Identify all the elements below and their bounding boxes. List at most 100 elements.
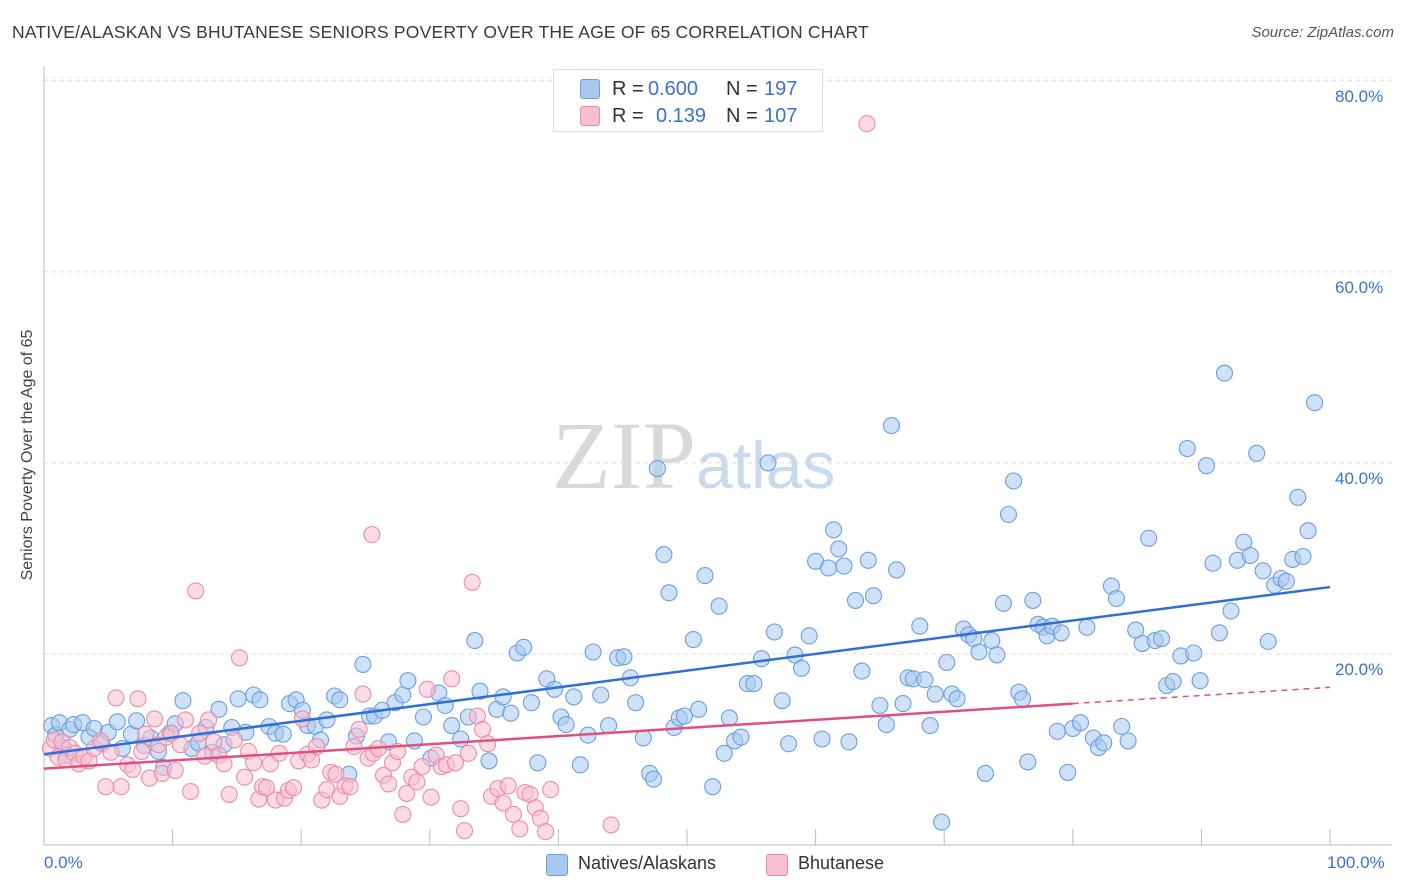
native-point: [1019, 753, 1037, 771]
native-point: [819, 559, 838, 577]
bhutanese-point: [187, 582, 205, 600]
bhutanese-point: [97, 778, 115, 796]
native-point: [882, 417, 901, 435]
bhutanese-point: [499, 777, 517, 795]
native-point: [565, 688, 583, 706]
bhutanese-point: [422, 788, 440, 806]
bhutanese-point: [171, 736, 189, 754]
bhutanese-point: [394, 805, 412, 823]
bhutanese-point: [363, 525, 381, 544]
native-point: [1277, 572, 1295, 590]
legend-r-label: R =: [612, 78, 644, 100]
bhutanese-point: [494, 794, 512, 812]
bhutanese-point: [408, 773, 426, 791]
native-point: [1306, 394, 1324, 412]
native-point: [1014, 690, 1032, 708]
native-point: [1222, 602, 1240, 620]
native-point: [864, 587, 883, 605]
native-point: [999, 505, 1018, 524]
bhutanese-point: [133, 742, 151, 760]
legend-n-value: 107: [764, 105, 798, 127]
bhutanese-point: [284, 779, 303, 797]
bhutanese-point: [398, 784, 416, 802]
native-point: [1095, 734, 1113, 752]
legend-swatch-bhutanese: [580, 106, 600, 126]
native-point: [1185, 644, 1203, 662]
bhutanese-point: [858, 115, 876, 133]
native-point: [1052, 624, 1070, 642]
legend-n-value: 197: [764, 78, 798, 100]
bhutanese-point: [452, 800, 470, 818]
native-point: [1107, 589, 1126, 608]
bhutanese-point: [380, 775, 398, 793]
native-point: [648, 460, 666, 478]
legend-swatch-bhutanese: [766, 854, 788, 876]
bhutanese-point: [536, 823, 555, 841]
bhutanese-point: [220, 785, 238, 803]
y-tick-label-40: 40.0%: [1335, 469, 1384, 488]
native-point: [634, 729, 652, 747]
data-points: [41, 115, 1324, 841]
bhutanese-point: [459, 744, 477, 762]
native-point: [988, 646, 1006, 664]
native-point: [938, 653, 956, 672]
native-point: [529, 754, 547, 772]
native-point: [645, 770, 663, 788]
bhutanese-point: [182, 782, 200, 801]
bhutanese-point: [112, 778, 130, 796]
native-point: [655, 546, 673, 564]
native-point: [840, 733, 858, 751]
x-tick-label-max: 100.0%: [1327, 853, 1385, 872]
bhutanese-point: [200, 711, 218, 729]
native-point: [584, 643, 602, 661]
bhutanese-point: [446, 754, 465, 772]
native-point: [1140, 529, 1158, 547]
native-point: [414, 708, 432, 726]
native-point: [399, 672, 417, 690]
native-point: [813, 730, 831, 748]
legend-row-natives: R = 0.600 N = 197: [554, 76, 822, 102]
native-point: [1204, 554, 1222, 572]
native-point: [1113, 717, 1131, 736]
axes: [43, 66, 1392, 846]
native-point: [1197, 457, 1216, 475]
bhutanese-point: [443, 670, 461, 688]
native-point: [1024, 591, 1042, 609]
native-point: [251, 691, 269, 709]
native-point: [128, 712, 146, 730]
native-point: [1241, 546, 1259, 565]
bhutanese-point: [196, 747, 214, 765]
native-point: [933, 813, 951, 831]
native-point: [174, 692, 192, 710]
native-point: [871, 696, 889, 715]
native-point: [471, 682, 489, 700]
y-tick-label-60: 60.0%: [1335, 278, 1384, 297]
native-point: [732, 728, 750, 746]
native-point: [1294, 547, 1312, 566]
watermark: ZIPatlas: [552, 400, 835, 511]
grid-lines: [44, 77, 1392, 655]
native-point: [466, 632, 484, 650]
bhutanese-point: [479, 735, 497, 753]
native-point: [715, 744, 733, 762]
native-point: [210, 700, 228, 718]
native-point: [835, 557, 853, 575]
bhutanese-point: [511, 820, 529, 838]
bhutanese-point: [215, 755, 233, 773]
bhutanese-point: [327, 765, 345, 783]
native-point: [859, 551, 877, 569]
native-point: [745, 675, 763, 693]
native-point: [480, 752, 498, 770]
bhutanese-point: [345, 738, 363, 756]
bhutanese-trend-line-extension: [1072, 686, 1331, 705]
bhutanese-point: [350, 720, 368, 738]
native-point: [853, 662, 871, 680]
bhutanese-point: [176, 711, 195, 729]
native-point: [1259, 632, 1277, 651]
native-point: [229, 690, 247, 708]
source-label: Source: ZipAtlas.com: [1251, 24, 1394, 41]
native-point: [690, 700, 708, 718]
native-point: [753, 650, 771, 668]
native-point: [792, 659, 811, 677]
native-trend-line: [43, 585, 1331, 756]
